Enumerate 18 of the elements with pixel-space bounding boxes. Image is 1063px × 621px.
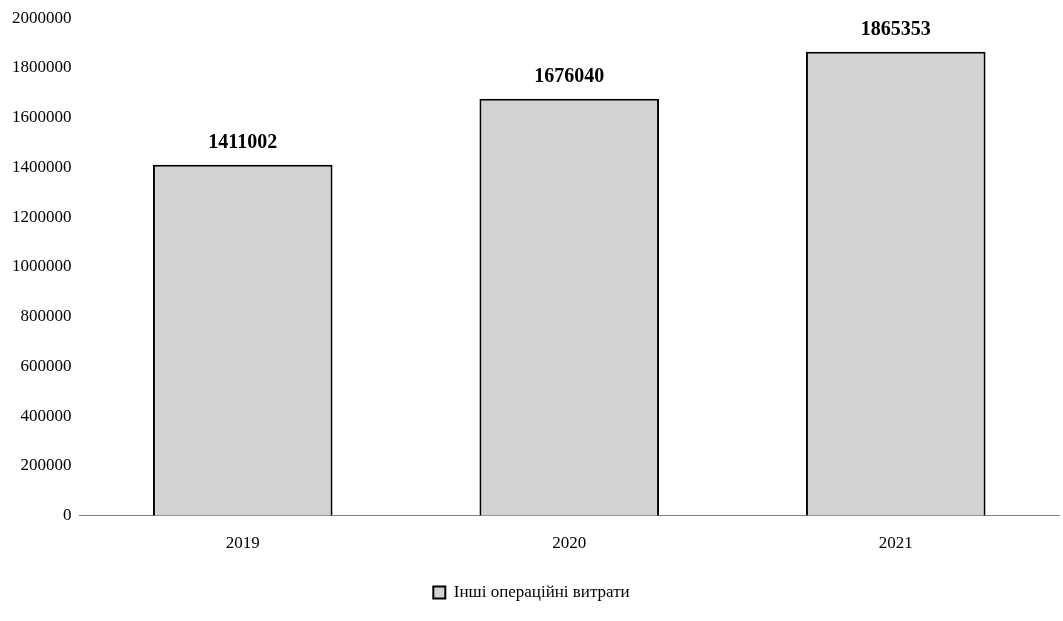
- x-tick-label: 2021: [878, 533, 913, 553]
- legend-label: Інші операційні витрати: [453, 581, 630, 601]
- y-tick-label: 400000: [20, 405, 72, 425]
- y-tick-label: 200000: [20, 455, 72, 475]
- data-label: 1865353: [860, 16, 931, 39]
- y-tick-label: 800000: [20, 306, 72, 326]
- y-tick-label: 1800000: [12, 57, 72, 77]
- data-label: 1676040: [534, 63, 605, 86]
- x-tick-label: 2019: [225, 533, 260, 553]
- x-tick-label: 2020: [552, 533, 587, 553]
- y-tick-label: 600000: [20, 355, 72, 375]
- y-tick-label: 1000000: [12, 256, 72, 276]
- y-tick-label: 1600000: [12, 107, 72, 127]
- data-label: 1411002: [208, 129, 278, 152]
- y-tick-label: 1200000: [12, 206, 72, 226]
- y-tick-label: 1400000: [12, 156, 72, 176]
- y-tick-label: 0: [63, 505, 72, 525]
- y-tick-label: 2000000: [12, 7, 72, 27]
